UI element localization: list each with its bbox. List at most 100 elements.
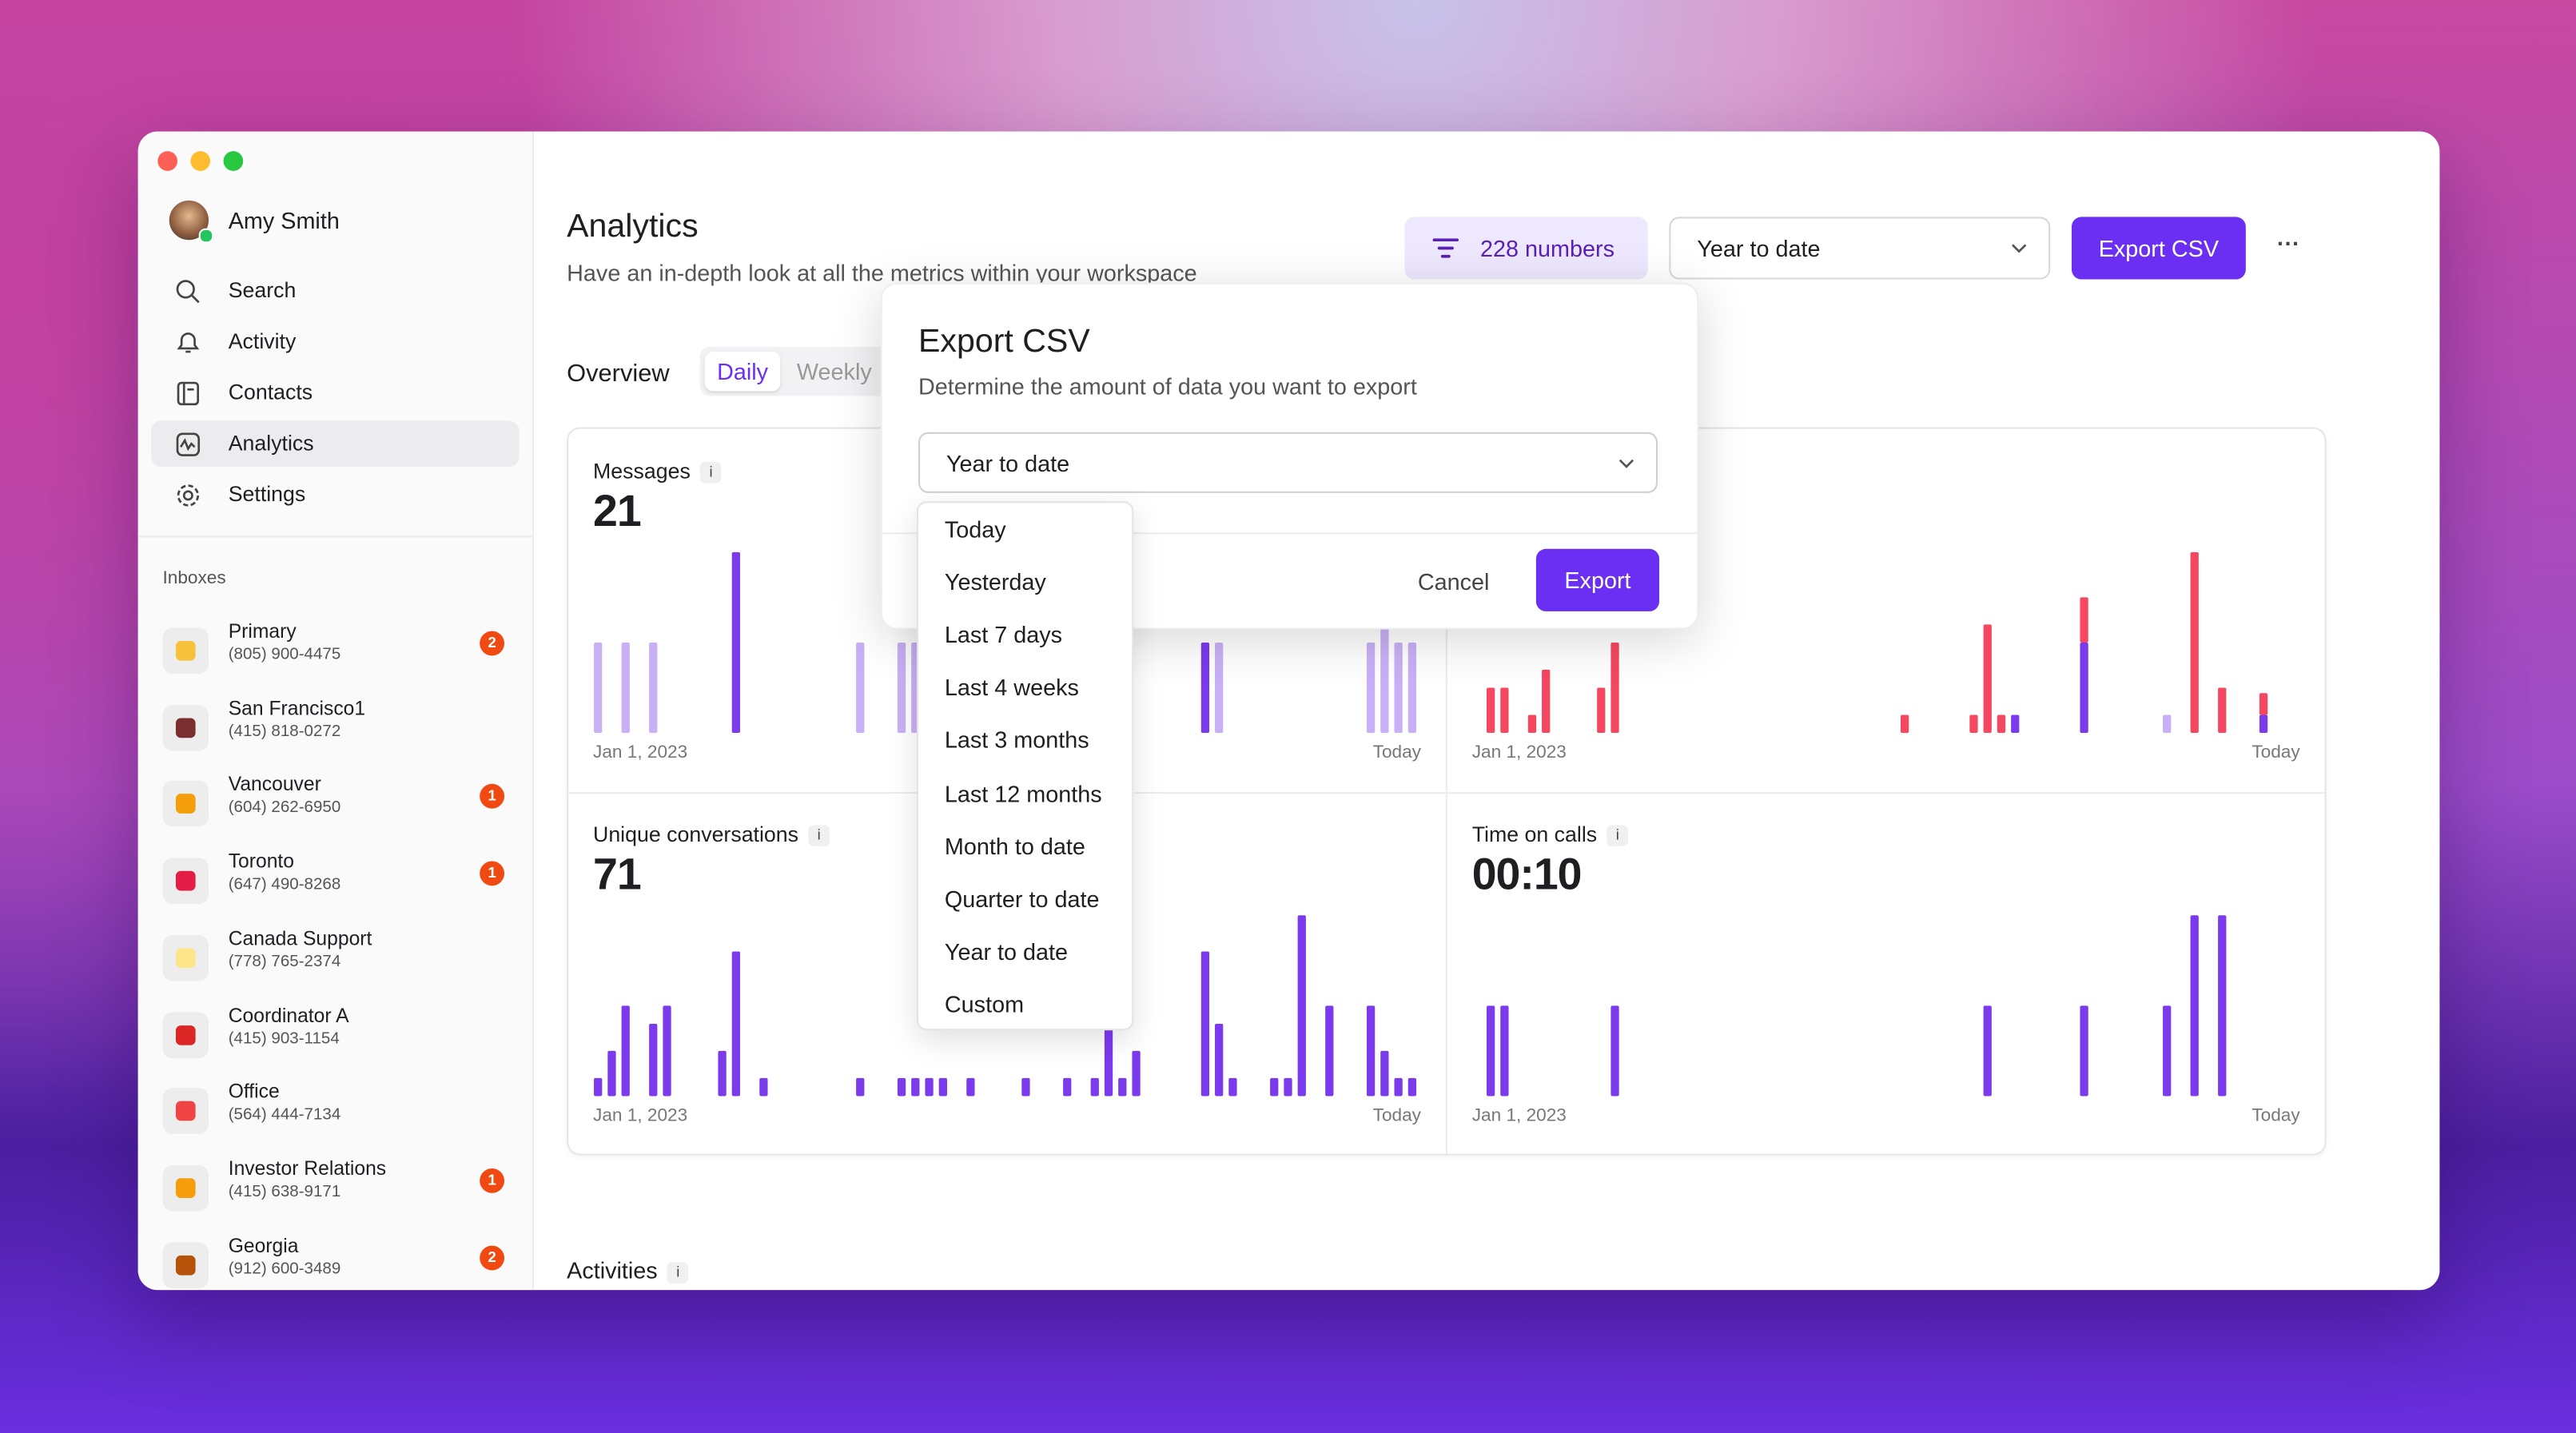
nav-label: Search xyxy=(228,277,297,303)
bar xyxy=(1104,1024,1113,1097)
info-icon[interactable]: i xyxy=(1607,825,1629,846)
nav-item[interactable]: Activity xyxy=(151,319,519,365)
status xyxy=(198,228,214,244)
confirm-button[interactable]: Export xyxy=(1535,548,1660,611)
confirm-label: Export xyxy=(1564,567,1631,594)
bar xyxy=(1969,715,1978,734)
inbox-name: Investor Relations xyxy=(228,1156,387,1180)
dropdown-option[interactable]: Last 7 days xyxy=(944,621,1063,648)
nav-label: Analytics xyxy=(228,430,314,456)
emoji xyxy=(175,717,196,738)
bar xyxy=(649,642,658,734)
dropdown-option[interactable]: Quarter to date xyxy=(944,885,1100,912)
inbox-name: Canada Support xyxy=(228,926,372,950)
info-icon[interactable]: i xyxy=(808,825,830,846)
bar xyxy=(1215,642,1224,734)
divider xyxy=(1445,428,1447,1154)
dropdown-option[interactable]: Custom xyxy=(944,990,1025,1017)
modal-select[interactable]: Year to date xyxy=(918,432,1658,493)
tab[interactable]: Weekly xyxy=(796,358,872,385)
axis-start: Jan 1, 2023 xyxy=(1471,1105,1567,1126)
cancel-button[interactable]: Cancel xyxy=(1417,568,1490,595)
bars xyxy=(1487,915,2227,1097)
filter-icon xyxy=(1432,238,1459,258)
nav-icon xyxy=(177,484,200,507)
inbox-phone: (647) 490-8268 xyxy=(228,876,341,894)
chart-title-text: Time on calls xyxy=(1471,822,1598,846)
section-title: Activities i xyxy=(567,1257,689,1284)
dropdown: Today Yesterday Last 7 days Last 4 weeks Las… xyxy=(916,501,1134,1031)
range-select[interactable]: Year to date xyxy=(1669,217,2051,280)
inbox-item[interactable]: Investor Relations (415) 638-9171 1 xyxy=(162,1156,516,1222)
nav-item[interactable]: Settings xyxy=(151,472,519,518)
inbox-phone: (805) 900-4475 xyxy=(228,646,341,664)
bar xyxy=(1325,1005,1334,1097)
nav-icon xyxy=(176,432,201,456)
inbox-item[interactable]: Office (564) 444-7134 xyxy=(162,1080,516,1145)
inbox-name: Primary xyxy=(228,619,297,643)
dropdown-option[interactable]: Last 3 months xyxy=(944,726,1089,754)
dropdown-option[interactable]: Year to date xyxy=(944,937,1069,965)
user-name: Amy Smith xyxy=(228,207,340,233)
chart: Time on calls i 00:10 Jan 1, 2023 Today xyxy=(1447,792,2327,1155)
bar xyxy=(1090,1077,1099,1097)
inbox-icon xyxy=(162,781,209,828)
bar xyxy=(731,551,740,734)
inbox-item[interactable]: San Francisco1 (415) 818-0272 xyxy=(162,696,516,762)
inbox-item[interactable]: Canada Support (778) 765-2374 xyxy=(162,926,516,992)
chart-title-text: Unique conversations xyxy=(593,822,799,846)
dropdown-option[interactable]: Last 12 months xyxy=(944,779,1102,806)
minimize[interactable] xyxy=(190,151,211,171)
filter-label: 228 numbers xyxy=(1479,235,1614,261)
tab[interactable]: Daily xyxy=(704,352,781,392)
modal-title: Export CSV xyxy=(918,324,1090,360)
info-icon[interactable]: i xyxy=(700,461,722,484)
nav-item[interactable]: Search xyxy=(151,268,519,314)
nav-item[interactable]: Analytics xyxy=(151,420,520,467)
bar xyxy=(856,1077,865,1097)
chart: Jan 1, 2023 Today xyxy=(1447,429,2327,792)
bar xyxy=(1380,624,1389,734)
bar xyxy=(1297,915,1306,1097)
inbox-item[interactable]: Toronto (647) 490-8268 1 xyxy=(162,850,516,915)
close[interactable] xyxy=(157,151,177,171)
inbox-name: Coordinator A xyxy=(228,1003,349,1027)
bars xyxy=(1487,551,2268,734)
bar xyxy=(1487,687,1495,734)
inbox-icon xyxy=(162,1088,209,1135)
more-button[interactable]: ··· xyxy=(2276,229,2300,257)
overview-label: Overview xyxy=(567,360,670,388)
info-icon[interactable]: i xyxy=(667,1262,689,1284)
inbox-phone: (778) 765-2374 xyxy=(228,953,341,971)
bar xyxy=(2259,715,2268,734)
bars xyxy=(594,551,1417,734)
nav-icon xyxy=(176,280,200,304)
inbox-icon xyxy=(162,1164,209,1212)
dropdown-option[interactable]: Yesterday xyxy=(944,568,1046,595)
bar xyxy=(1118,1077,1127,1097)
emoji xyxy=(175,1255,196,1275)
maximize[interactable] xyxy=(223,151,244,171)
chart-title: Messages i xyxy=(593,459,722,484)
inbox-item[interactable]: Georgia (912) 600-3489 2 xyxy=(162,1233,516,1290)
inbox-phone: (415) 638-9171 xyxy=(228,1183,341,1201)
dropdown-option[interactable]: Month to date xyxy=(944,832,1085,859)
dropdown-option[interactable]: Today xyxy=(944,515,1006,543)
inbox-item[interactable]: Vancouver (604) 262-6950 1 xyxy=(162,773,516,838)
bar xyxy=(594,1077,603,1097)
export-button[interactable]: Export CSV xyxy=(2071,217,2246,280)
bar xyxy=(718,1050,727,1097)
axis-start: Jan 1, 2023 xyxy=(1471,742,1567,763)
bar xyxy=(663,1005,671,1097)
inbox-item[interactable]: Primary (805) 900-4475 2 xyxy=(162,619,516,685)
dropdown-option[interactable]: Last 4 weeks xyxy=(944,674,1079,701)
inbox-item[interactable]: Coordinator A (415) 903-1154 xyxy=(162,1003,516,1069)
bar xyxy=(2080,1005,2088,1097)
chart-title: Unique conversations i xyxy=(593,822,830,846)
bar xyxy=(1610,642,1619,734)
bar xyxy=(621,642,630,734)
chart: Unique conversations i 71 Jan 1, 2023 Today xyxy=(568,792,1447,1155)
filter-button[interactable]: 228 numbers xyxy=(1404,217,1648,280)
bars xyxy=(594,915,1417,1097)
nav-item[interactable]: Contacts xyxy=(151,370,519,416)
